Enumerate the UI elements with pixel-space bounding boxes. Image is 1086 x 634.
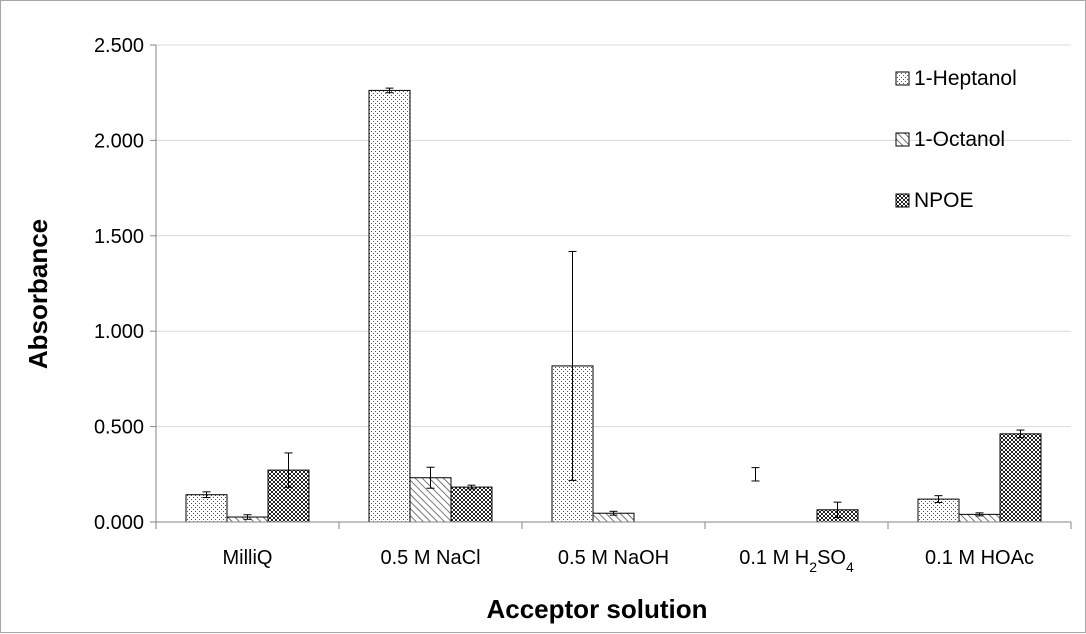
legend-label: NPOE — [914, 189, 974, 212]
y-tick-label: 2.500 — [94, 35, 144, 57]
legend-swatch — [895, 193, 910, 208]
x-axis-title: Acceptor solution — [486, 594, 707, 624]
y-tick-labels: 0.000 0.500 1.000 1.500 2.000 2.500 — [94, 35, 144, 534]
x-tick-label: MilliQ — [223, 547, 273, 569]
bar-npoe — [450, 486, 493, 523]
legend-swatch — [895, 71, 910, 86]
y-tick-label: 0.500 — [94, 417, 144, 439]
y-tick-label: 1.500 — [94, 226, 144, 248]
x-tick-label: 0.5 M NaCl — [380, 547, 480, 569]
bars — [185, 87, 1042, 523]
legend-swatch — [895, 132, 910, 147]
bar-1-heptanol — [368, 89, 411, 523]
x-tick-label: 0.1 M HOAc — [925, 547, 1034, 569]
y-tick-label: 2.000 — [94, 130, 144, 152]
bar-1-heptanol — [185, 494, 228, 523]
y-tick-label: 1.000 — [94, 321, 144, 343]
x-tick-label: 0.5 M NaOH — [558, 547, 669, 569]
legend: 1-Heptanol 1-Octanol NPOE — [895, 67, 1017, 212]
gridlines — [150, 44, 1071, 523]
y-axis-title: Absorbance — [23, 219, 53, 369]
legend-label: 1-Heptanol — [914, 67, 1017, 90]
axes — [155, 45, 1072, 529]
bar-npoe — [999, 433, 1042, 523]
legend-label: 1-Octanol — [914, 128, 1005, 151]
y-tick-label: 0.000 — [94, 512, 144, 534]
x-tick-labels: MilliQ 0.5 M NaCl 0.5 M NaOH 0.1 M H2SO4 0.1… — [223, 547, 1034, 575]
x-tick-label: 0.1 M H2SO4 — [739, 547, 854, 575]
